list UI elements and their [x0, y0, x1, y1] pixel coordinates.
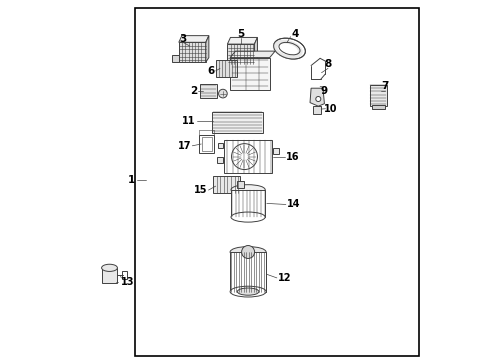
Ellipse shape [230, 212, 264, 222]
Bar [172, 55, 178, 62]
Ellipse shape [277, 44, 297, 55]
Bar [134, 8, 418, 356]
Text: 17: 17 [177, 141, 191, 151]
Bar [272, 148, 279, 154]
Ellipse shape [273, 38, 305, 59]
Bar [217, 157, 223, 163]
Polygon shape [227, 37, 257, 44]
Ellipse shape [272, 40, 302, 59]
Text: 15: 15 [194, 185, 207, 195]
Circle shape [231, 144, 257, 170]
Text: 5: 5 [237, 29, 244, 39]
Bar [179, 42, 205, 62]
Polygon shape [309, 88, 324, 106]
Bar [213, 176, 240, 193]
Text: 16: 16 [285, 152, 299, 162]
Bar [230, 58, 269, 90]
Text: 6: 6 [207, 66, 215, 76]
Circle shape [218, 89, 227, 98]
Text: 8: 8 [324, 59, 331, 69]
Text: 14: 14 [286, 199, 300, 210]
Polygon shape [230, 51, 275, 58]
Text: 13: 13 [121, 276, 135, 287]
Bar [371, 105, 385, 109]
Ellipse shape [102, 264, 117, 271]
Bar [218, 143, 223, 148]
Text: 7: 7 [381, 81, 388, 91]
Bar [224, 140, 272, 173]
Ellipse shape [230, 247, 265, 257]
Bar [313, 106, 321, 114]
Ellipse shape [230, 286, 265, 297]
Bar [369, 85, 386, 106]
Bar [237, 181, 244, 188]
Bar [215, 60, 237, 77]
Bar [227, 44, 254, 64]
Circle shape [241, 246, 254, 258]
Bar [102, 268, 117, 283]
Text: 1: 1 [128, 175, 135, 185]
Bar [199, 135, 214, 153]
Ellipse shape [237, 288, 258, 295]
Bar [122, 271, 126, 279]
Text: 11: 11 [182, 116, 196, 126]
Text: 10: 10 [324, 104, 337, 114]
Ellipse shape [278, 42, 300, 55]
Text: 9: 9 [320, 86, 326, 96]
Bar [212, 112, 262, 133]
Polygon shape [179, 36, 208, 42]
Bar [230, 252, 265, 292]
Circle shape [315, 96, 320, 102]
Bar [201, 137, 211, 151]
Text: 2: 2 [189, 86, 197, 96]
Text: 3: 3 [179, 33, 186, 44]
Polygon shape [254, 37, 257, 64]
Bar [230, 190, 264, 217]
Ellipse shape [230, 185, 264, 195]
Text: 4: 4 [291, 29, 298, 39]
Text: 12: 12 [277, 273, 291, 283]
Bar [200, 84, 217, 98]
Polygon shape [205, 36, 208, 62]
